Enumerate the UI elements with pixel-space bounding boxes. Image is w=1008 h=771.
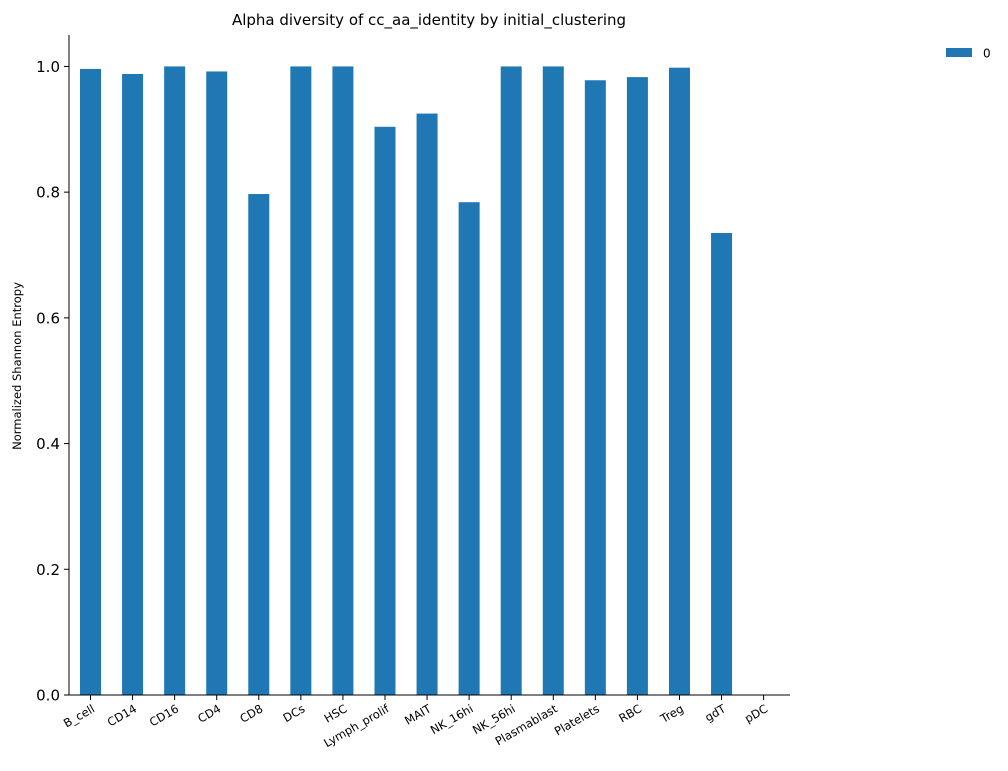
y-axis-label: Normalized Shannon Entropy bbox=[10, 282, 24, 450]
x-tick-label-CD8: CD8 bbox=[237, 701, 265, 725]
bar-CD8 bbox=[248, 194, 270, 695]
y-tick-label: 0.6 bbox=[36, 309, 60, 327]
x-tick-label-DCs: DCs bbox=[281, 701, 308, 725]
bar-Treg bbox=[668, 67, 690, 695]
legend-label: 0 bbox=[983, 47, 991, 61]
bar-gdT bbox=[711, 233, 733, 695]
legend-swatch bbox=[946, 48, 972, 57]
x-tick-label-CD14: CD14 bbox=[105, 701, 139, 729]
bar-RBC bbox=[626, 77, 648, 696]
legend: 0 bbox=[946, 47, 991, 61]
bar-MAIT bbox=[416, 113, 438, 695]
x-tick-label-Platelets: Platelets bbox=[552, 701, 602, 738]
bar-CD4 bbox=[206, 71, 228, 695]
y-tick-label: 0.4 bbox=[36, 435, 60, 453]
x-tick-label-CD4: CD4 bbox=[195, 701, 223, 725]
bar-Platelets bbox=[584, 80, 606, 695]
x-tick-label-gdT: gdT bbox=[702, 701, 729, 724]
bar-CD14 bbox=[122, 73, 144, 696]
bar-Plasmablast bbox=[542, 66, 564, 696]
x-tick-label-Treg: Treg bbox=[657, 701, 686, 726]
y-tick-label: 0.2 bbox=[36, 561, 60, 579]
x-tick-label-B_cell: B_cell bbox=[61, 701, 97, 730]
bar-CD16 bbox=[164, 66, 186, 696]
y-tick-label: 1.0 bbox=[36, 58, 60, 76]
chart-title: Alpha diversity of cc_aa_identity by ini… bbox=[232, 11, 626, 30]
bar-HSC bbox=[332, 66, 354, 696]
x-tick-label-RBC: RBC bbox=[616, 701, 644, 725]
x-tick-label-CD16: CD16 bbox=[147, 701, 181, 729]
bar-NK_56hi bbox=[500, 66, 522, 696]
x-tick-label-HSC: HSC bbox=[322, 701, 350, 725]
x-tick-label-NK_16hi: NK_16hi bbox=[428, 701, 476, 737]
y-tick-label: 0.0 bbox=[36, 687, 60, 705]
x-tick-label-pDC: pDC bbox=[742, 701, 770, 725]
y-tick-label: 0.8 bbox=[36, 184, 60, 202]
bar-DCs bbox=[290, 66, 312, 696]
bar-B_cell bbox=[80, 68, 101, 695]
bar-NK_16hi bbox=[458, 202, 480, 695]
bars bbox=[80, 66, 733, 696]
y-axis: 0.0 0.2 0.4 0.6 0.8 1.0 bbox=[36, 35, 70, 705]
bar-Lymph_prolif bbox=[374, 126, 396, 695]
